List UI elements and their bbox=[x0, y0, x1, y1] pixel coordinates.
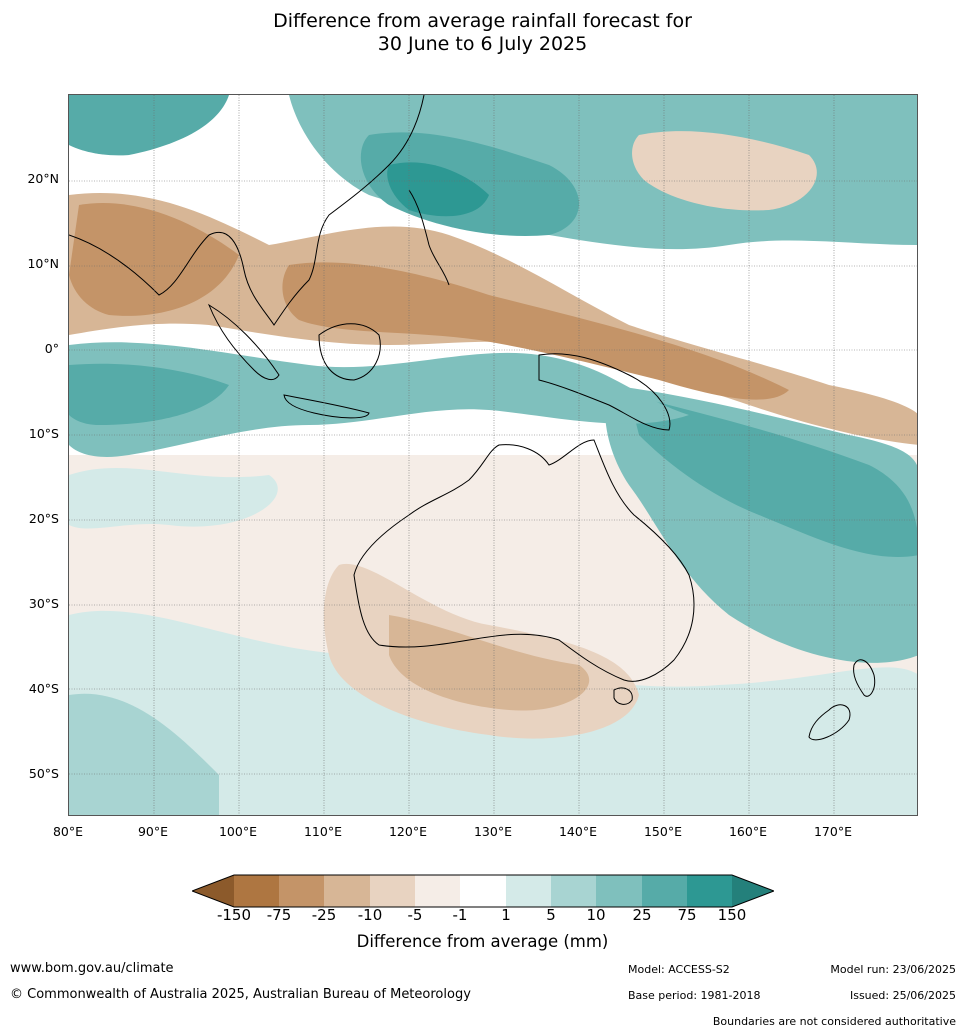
java-coastline bbox=[283, 394, 370, 419]
chart-title: Difference from average rainfall forecas… bbox=[0, 10, 965, 56]
legend-swatch-5-10 bbox=[551, 875, 596, 907]
new-guinea-coastline bbox=[538, 353, 671, 431]
legend-swatch-10-5 bbox=[370, 875, 415, 907]
australia-coastline bbox=[353, 439, 695, 682]
legend-title: Difference from average (mm) bbox=[356, 932, 609, 951]
lon-label-140e: 140°E bbox=[558, 824, 597, 839]
lat-label-10n: 10°N bbox=[27, 256, 59, 271]
new-zealand-coastline bbox=[808, 659, 876, 741]
lat-label-50s: 50°S bbox=[28, 766, 59, 781]
lon-label-170e: 170°E bbox=[813, 824, 852, 839]
footer-issued: Issued: 25/06/2025 bbox=[849, 989, 956, 1002]
lat-label-10s: 10°S bbox=[28, 426, 59, 441]
tasmania-coastline bbox=[613, 687, 633, 705]
southern-brown-core bbox=[389, 615, 590, 711]
legend-swatch-below-150 bbox=[192, 875, 234, 907]
indian-ocean-teal bbox=[69, 467, 278, 529]
map-gridlines bbox=[69, 95, 917, 815]
legend-outline bbox=[192, 874, 774, 908]
lat-label-0: 0° bbox=[44, 341, 59, 356]
footer-model: Model: ACCESS-S2 bbox=[628, 963, 730, 976]
footer-disclaimer: Boundaries are not considered authoritat… bbox=[712, 1015, 956, 1028]
south-west-teal bbox=[69, 693, 219, 815]
philippines-coastline bbox=[408, 189, 450, 286]
lat-label-30s: 30°S bbox=[28, 596, 59, 611]
north-pacific-brown bbox=[632, 131, 817, 211]
lon-label-160e: 160°E bbox=[728, 824, 767, 839]
legend-tick-150: 150 bbox=[717, 906, 747, 924]
borneo-coastline bbox=[318, 323, 381, 381]
title-line-1: Difference from average rainfall forecas… bbox=[273, 10, 692, 32]
legend-tick-25: 25 bbox=[632, 906, 652, 924]
rainfall-map bbox=[68, 94, 918, 816]
legend-tick-minus-5: -5 bbox=[407, 906, 423, 924]
lon-label-130e: 130°E bbox=[473, 824, 512, 839]
legend-tick-minus-75: -75 bbox=[266, 906, 292, 924]
south-china-teal bbox=[69, 95, 229, 156]
footer-base-period: Base period: 1981-2018 bbox=[628, 989, 761, 1002]
legend-swatch-75-150 bbox=[687, 875, 732, 907]
coral-sea-teal-core bbox=[629, 395, 917, 557]
map-canvas bbox=[69, 95, 917, 815]
legend-swatch-1-5 bbox=[506, 875, 551, 907]
lon-label-100e: 100°E bbox=[218, 824, 257, 839]
lat-label-20n: 20°N bbox=[27, 171, 59, 186]
legend-swatch-5-1 bbox=[415, 875, 460, 907]
legend-swatch-150-75 bbox=[234, 875, 279, 907]
legend-tick-10: 10 bbox=[586, 906, 606, 924]
legend-tick-minus-1: -1 bbox=[452, 906, 468, 924]
sumatra-coastline bbox=[207, 303, 280, 381]
legend-tick-minus-150: -150 bbox=[216, 906, 252, 924]
lon-label-120e: 120°E bbox=[388, 824, 427, 839]
lon-label-80e: 80°E bbox=[52, 824, 84, 839]
title-line-2: 30 June to 6 July 2025 bbox=[377, 33, 588, 55]
asia-coastline bbox=[69, 95, 425, 326]
footer-model-run: Model run: 23/06/2025 bbox=[830, 963, 956, 976]
lat-label-20s: 20°S bbox=[28, 511, 59, 526]
legend-tick-1: 1 bbox=[501, 906, 511, 924]
indian-ocean-teal-core bbox=[69, 363, 229, 425]
legend-swatch-25-10 bbox=[324, 875, 370, 907]
equatorial-teal-band bbox=[69, 342, 689, 457]
lat-label-40s: 40°S bbox=[28, 681, 59, 696]
philippine-sea-teal-core bbox=[387, 162, 489, 217]
legend-swatch-1-1 bbox=[460, 875, 506, 907]
lon-label-110e: 110°E bbox=[303, 824, 342, 839]
footer-url[interactable]: www.bom.gov.au/climate bbox=[10, 961, 174, 976]
lon-label-90e: 90°E bbox=[137, 824, 169, 839]
lon-label-150e: 150°E bbox=[643, 824, 682, 839]
legend-tick-5: 5 bbox=[546, 906, 556, 924]
maritime-brown-core bbox=[282, 262, 789, 400]
footer-copyright: © Commonwealth of Australia 2025, Austra… bbox=[10, 987, 471, 1002]
legend-swatch-above-150 bbox=[732, 875, 774, 907]
legend-colorbar bbox=[192, 874, 774, 908]
legend-swatch-25-75 bbox=[642, 875, 687, 907]
legend-tick-minus-10: -10 bbox=[357, 906, 383, 924]
legend-tick-minus-25: -25 bbox=[311, 906, 337, 924]
legend-swatch-10-25 bbox=[596, 875, 642, 907]
legend-swatch-75-25 bbox=[279, 875, 324, 907]
legend-tick-75: 75 bbox=[677, 906, 697, 924]
bay-of-bengal-brown bbox=[69, 203, 239, 316]
